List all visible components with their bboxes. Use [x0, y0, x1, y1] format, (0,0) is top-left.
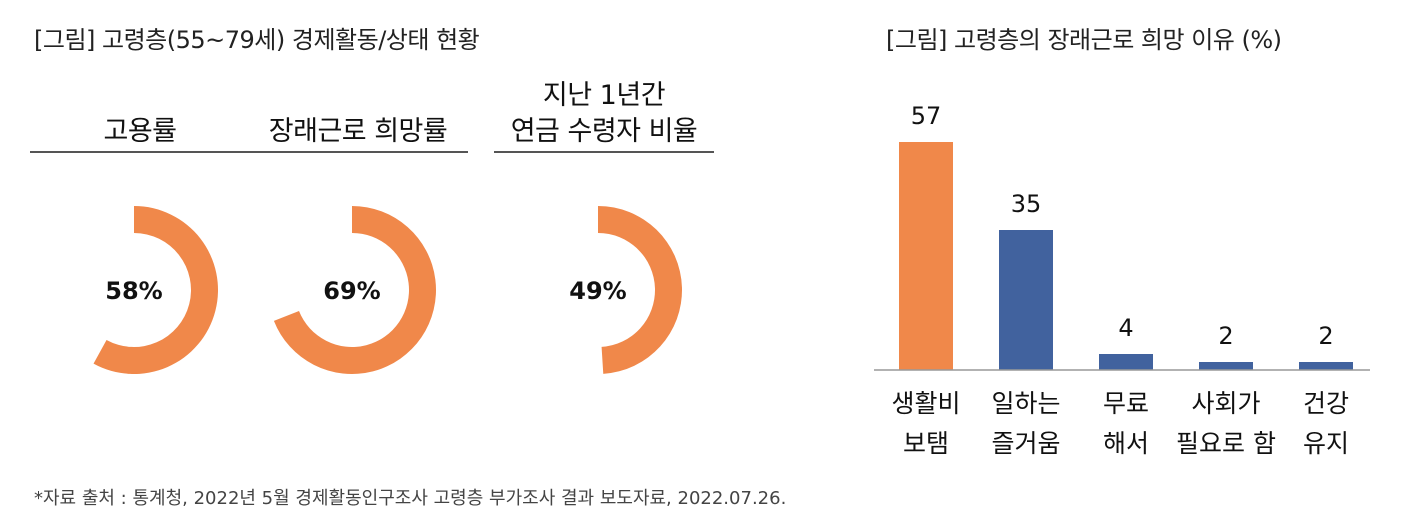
kpi-employment-rate: 고용률 58%	[30, 70, 250, 410]
kpi-label: 고용률	[103, 116, 177, 147]
category-label: 사회가	[1191, 389, 1260, 418]
bar-value-label: 4	[1118, 314, 1133, 342]
category-label: 해서	[1103, 429, 1149, 458]
category-label: 보탬	[903, 429, 949, 458]
kpi-divider	[248, 151, 468, 153]
bar-value-label: 57	[911, 102, 942, 130]
donut-value-label: 58%	[105, 277, 162, 305]
kpi-divider	[494, 151, 714, 153]
bar-value-label: 2	[1218, 322, 1233, 350]
kpi-label: 지난 1년간 연금 수령자 비율	[510, 80, 698, 147]
donut-value-label: 49%	[569, 277, 626, 305]
donut-chart: 58%	[93, 206, 218, 374]
category-label: 일하는	[991, 389, 1060, 418]
donut-arc	[93, 206, 218, 374]
donut-value-label: 69%	[323, 277, 380, 305]
bar	[899, 142, 953, 370]
category-label: 무료	[1103, 389, 1149, 418]
kpi-future-work-hope-rate: 장래근로 희망률 69%	[248, 70, 468, 410]
bar-value-label: 2	[1318, 322, 1333, 350]
donut-arc	[273, 206, 436, 374]
kpi-label: 장래근로 희망률	[268, 116, 448, 147]
donut-chart: 69%	[273, 206, 436, 374]
category-label: 유지	[1303, 429, 1349, 458]
donut-chart: 49%	[569, 206, 683, 374]
right-chart-title: [그림] 고령층의 장래근로 희망 이유 (%)	[886, 26, 1282, 54]
source-note: *자료 출처 : 통계청, 2022년 5월 경제활동인구조사 고령층 부가조사…	[34, 488, 787, 509]
donut-arc	[598, 206, 683, 374]
bar	[999, 230, 1053, 370]
category-label: 건강	[1303, 389, 1349, 418]
bar	[1299, 362, 1353, 370]
kpi-pension-recipient-rate: 지난 1년간 연금 수령자 비율 49%	[494, 70, 714, 410]
category-label: 필요로 함	[1176, 429, 1276, 458]
bar-value-label: 35	[1011, 190, 1042, 218]
category-label: 즐거움	[991, 429, 1060, 458]
category-label: 생활비	[891, 389, 960, 418]
kpi-divider	[30, 151, 250, 153]
bar	[1199, 362, 1253, 370]
bar	[1099, 354, 1153, 370]
left-chart-title: [그림] 고령층(55~79세) 경제활동/상태 현황	[34, 26, 480, 54]
